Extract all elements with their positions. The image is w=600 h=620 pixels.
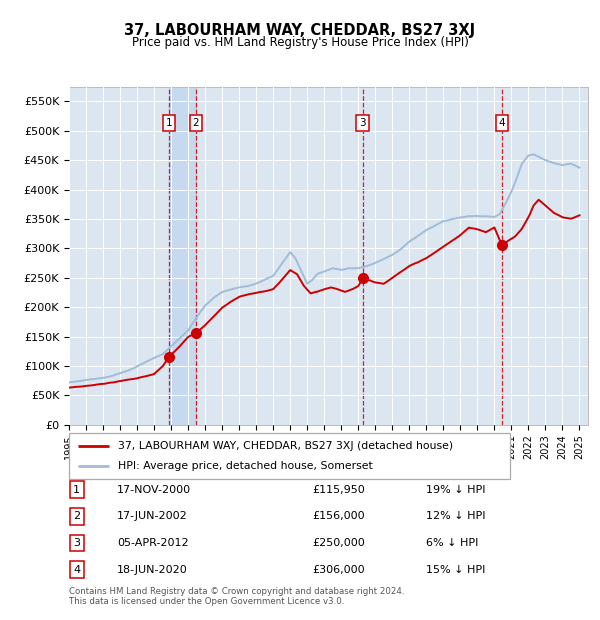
Text: £250,000: £250,000 xyxy=(312,538,365,548)
Text: This data is licensed under the Open Government Licence v3.0.: This data is licensed under the Open Gov… xyxy=(69,597,344,606)
Text: £156,000: £156,000 xyxy=(312,512,365,521)
Text: 3: 3 xyxy=(359,118,366,128)
Text: 19% ↓ HPI: 19% ↓ HPI xyxy=(426,485,485,495)
Text: Price paid vs. HM Land Registry's House Price Index (HPI): Price paid vs. HM Land Registry's House … xyxy=(131,36,469,49)
Bar xyxy=(169,87,196,425)
Text: 3: 3 xyxy=(73,538,80,548)
Text: 1: 1 xyxy=(166,118,172,128)
Text: 37, LABOURHAM WAY, CHEDDAR, BS27 3XJ (detached house): 37, LABOURHAM WAY, CHEDDAR, BS27 3XJ (de… xyxy=(118,441,452,451)
Text: £115,950: £115,950 xyxy=(312,485,365,495)
Text: 6% ↓ HPI: 6% ↓ HPI xyxy=(426,538,478,548)
Text: 4: 4 xyxy=(499,118,506,128)
Text: £306,000: £306,000 xyxy=(312,565,365,575)
Text: 4: 4 xyxy=(73,565,80,575)
Text: 12% ↓ HPI: 12% ↓ HPI xyxy=(426,512,485,521)
Text: 15% ↓ HPI: 15% ↓ HPI xyxy=(426,565,485,575)
Text: 2: 2 xyxy=(193,118,199,128)
Text: 05-APR-2012: 05-APR-2012 xyxy=(117,538,188,548)
Text: Contains HM Land Registry data © Crown copyright and database right 2024.: Contains HM Land Registry data © Crown c… xyxy=(69,587,404,596)
Text: 2: 2 xyxy=(73,512,80,521)
Text: HPI: Average price, detached house, Somerset: HPI: Average price, detached house, Some… xyxy=(118,461,372,471)
Text: 1: 1 xyxy=(73,485,80,495)
Text: 17-JUN-2002: 17-JUN-2002 xyxy=(117,512,188,521)
Text: 18-JUN-2020: 18-JUN-2020 xyxy=(117,565,188,575)
Text: 17-NOV-2000: 17-NOV-2000 xyxy=(117,485,191,495)
Text: 37, LABOURHAM WAY, CHEDDAR, BS27 3XJ: 37, LABOURHAM WAY, CHEDDAR, BS27 3XJ xyxy=(124,23,476,38)
